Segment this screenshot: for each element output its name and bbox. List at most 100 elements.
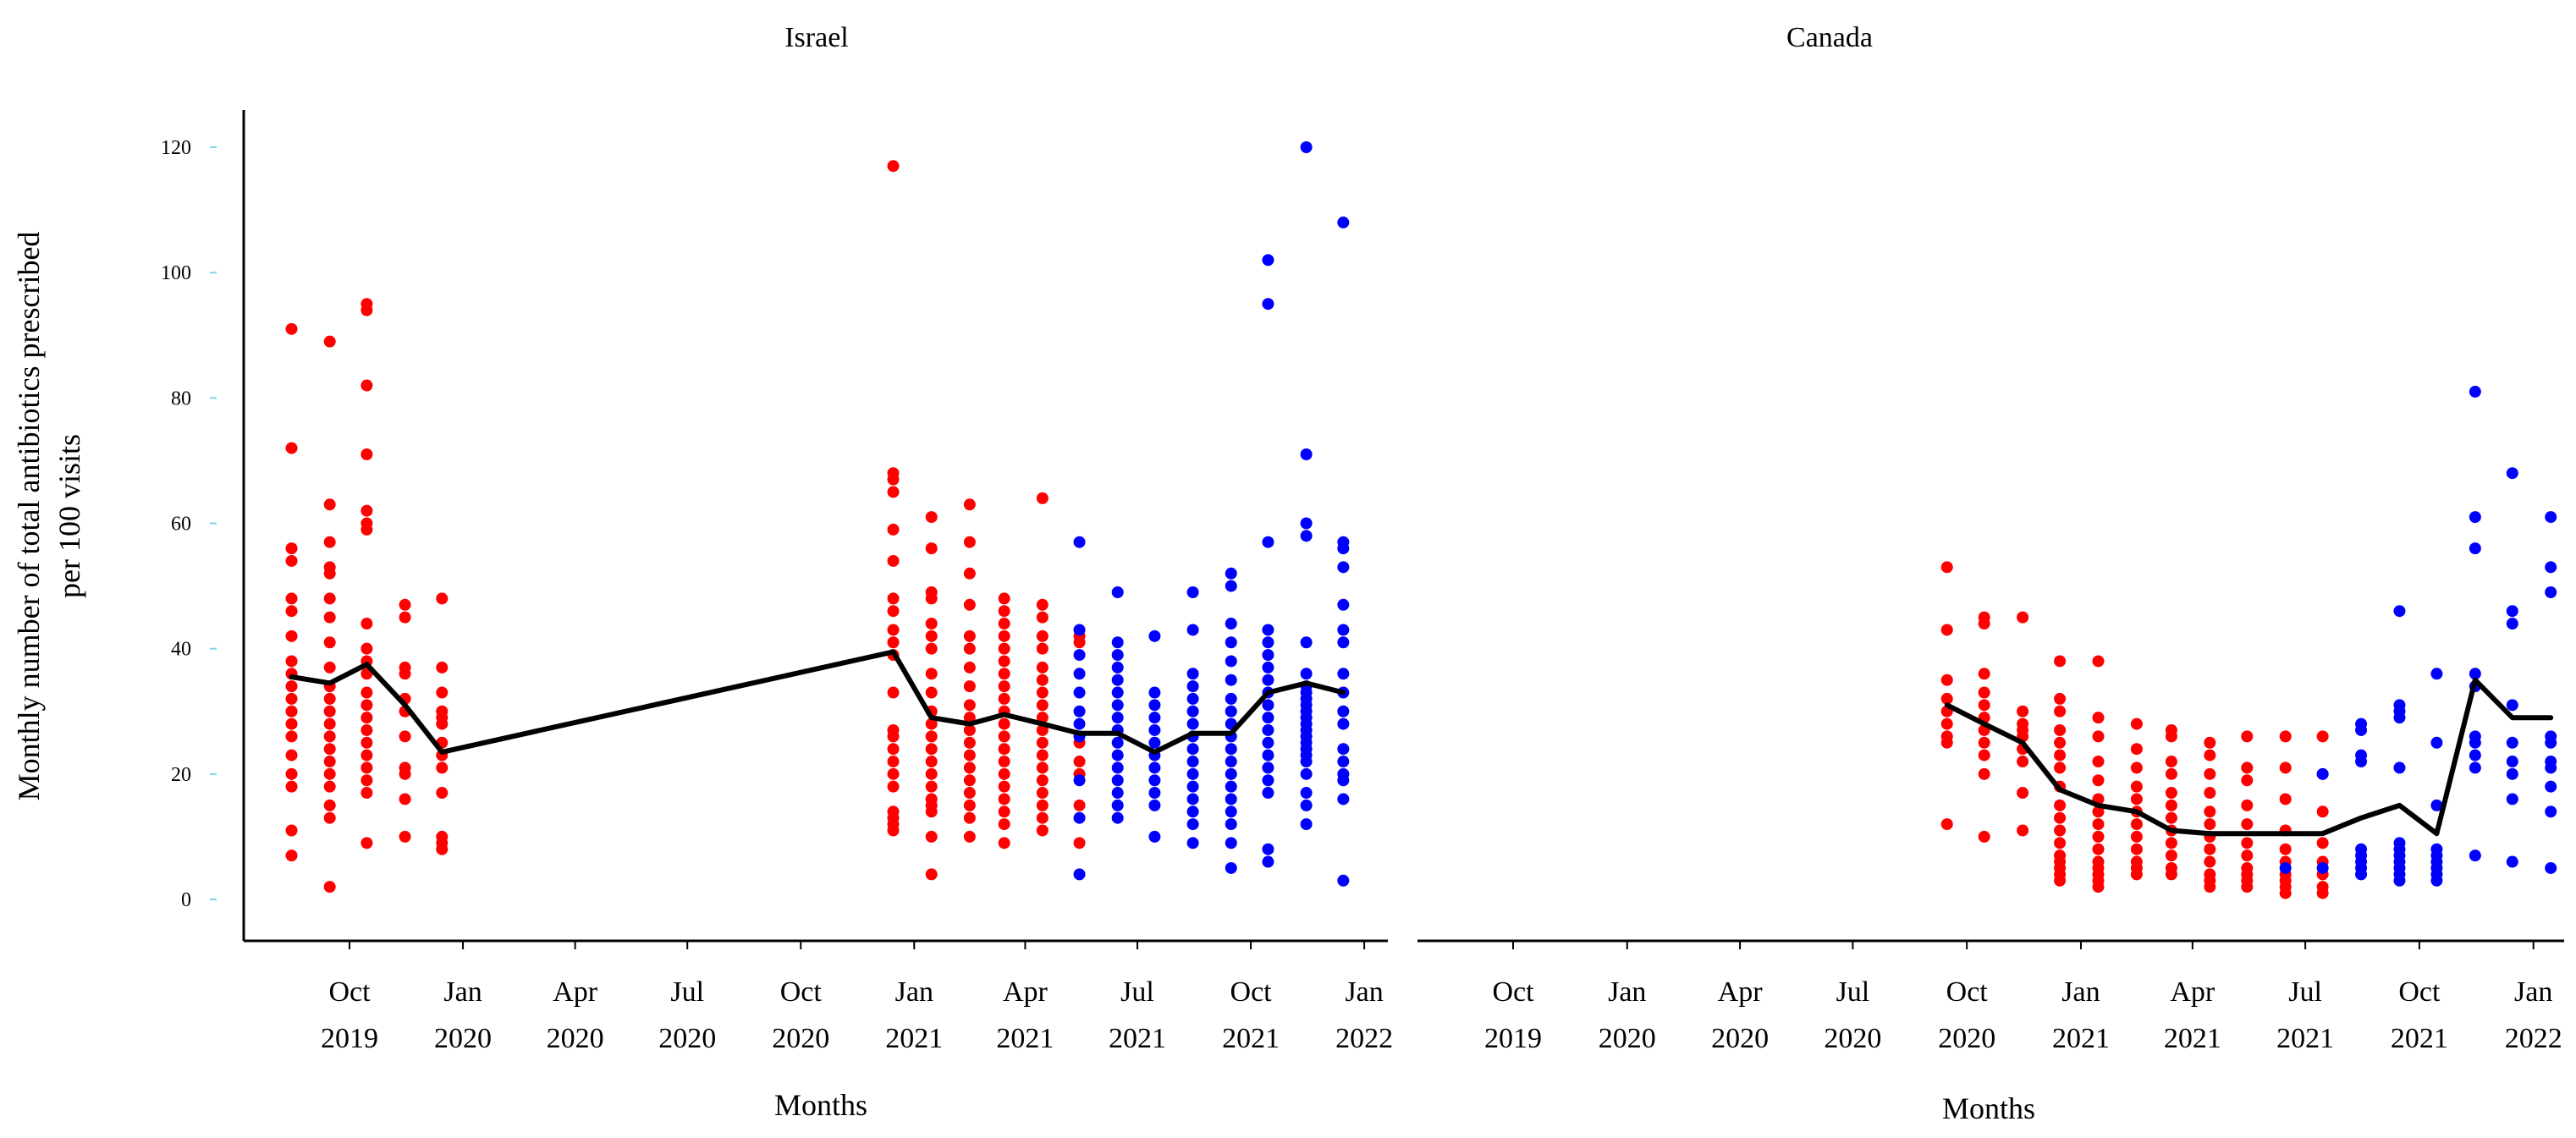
- data-point-blue: [1111, 649, 1124, 662]
- data-point-red: [1073, 756, 1086, 768]
- data-point-red: [361, 774, 373, 787]
- x-tick-label-month: Jul: [670, 976, 704, 1008]
- data-point-red: [1940, 673, 1953, 686]
- data-point-red: [925, 868, 938, 881]
- data-point-red: [285, 605, 298, 618]
- data-point-blue: [1148, 629, 1161, 642]
- data-point-blue: [1300, 636, 1313, 649]
- data-point-red: [323, 767, 336, 780]
- data-point-red: [963, 774, 976, 787]
- data-point-blue: [1186, 780, 1199, 793]
- data-point-red: [361, 749, 373, 761]
- data-point-red: [925, 542, 938, 555]
- data-point-red: [1978, 767, 1990, 780]
- data-point-blue: [1225, 655, 1237, 668]
- data-point-red: [2204, 881, 2216, 893]
- data-point-blue: [1186, 668, 1199, 680]
- data-point-red: [2204, 749, 2216, 761]
- data-point-red: [2054, 811, 2067, 824]
- data-point-red: [2316, 730, 2329, 743]
- data-point-red: [2054, 837, 2067, 849]
- data-point-blue: [1111, 736, 1124, 749]
- data-point-blue: [2469, 542, 2481, 555]
- data-point-red: [2092, 712, 2105, 724]
- data-point-blue: [1225, 567, 1237, 580]
- data-point-red: [2092, 818, 2105, 831]
- data-point-blue: [1337, 624, 1350, 636]
- data-point-red: [323, 611, 336, 624]
- x-tick-label-year: 2020: [434, 1023, 492, 1054]
- data-point-blue: [1225, 861, 1237, 874]
- data-point-red: [963, 736, 976, 749]
- data-point-blue: [1073, 705, 1086, 717]
- data-point-red: [2017, 756, 2029, 768]
- data-point-blue: [1186, 624, 1199, 636]
- data-point-red: [285, 705, 298, 717]
- x-tick-label-month: Apr: [1003, 976, 1049, 1008]
- data-point-red: [925, 805, 938, 818]
- data-point-blue: [2393, 874, 2406, 887]
- data-point-blue: [1148, 723, 1161, 736]
- data-point-red: [436, 661, 449, 673]
- data-point-red: [1036, 811, 1049, 824]
- x-tick-label-year: 2020: [1938, 1023, 1995, 1054]
- data-point-red: [2130, 818, 2143, 831]
- data-point-blue: [1073, 668, 1086, 680]
- data-point-red: [323, 661, 336, 673]
- data-point-red: [1036, 492, 1049, 504]
- data-point-blue: [1111, 712, 1124, 724]
- data-point-blue: [1262, 787, 1274, 800]
- data-point-red: [1036, 673, 1049, 686]
- data-point-blue: [1262, 723, 1274, 736]
- data-point-blue: [2506, 618, 2518, 630]
- data-point-blue: [1111, 774, 1124, 787]
- x-tick-label-year: 2021: [2391, 1023, 2448, 1054]
- data-point-red: [887, 730, 900, 743]
- data-point-red: [887, 767, 900, 780]
- data-point-red: [1978, 668, 1990, 680]
- y-tick-label: 0: [181, 889, 191, 911]
- data-point-blue: [2545, 511, 2557, 524]
- data-point-blue: [1186, 793, 1199, 805]
- data-point-red: [361, 379, 373, 392]
- data-point-blue: [1111, 585, 1124, 598]
- data-point-red: [1978, 736, 1990, 749]
- data-point-red: [399, 793, 411, 805]
- data-point-red: [2165, 868, 2177, 881]
- data-point-blue: [1262, 699, 1274, 712]
- data-point-red: [1036, 611, 1049, 624]
- data-point-red: [2165, 787, 2177, 800]
- data-point-blue: [1225, 705, 1237, 717]
- data-point-blue: [1225, 636, 1237, 649]
- data-point-red: [2204, 818, 2216, 831]
- data-point-red: [925, 592, 938, 605]
- data-point-red: [361, 618, 373, 630]
- data-point-red: [2130, 793, 2143, 805]
- data-point-red: [285, 849, 298, 862]
- data-point-red: [2054, 761, 2067, 774]
- data-point-red: [2204, 843, 2216, 855]
- data-point-red: [1036, 787, 1049, 800]
- data-point-blue: [2316, 861, 2329, 874]
- data-point-red: [1036, 642, 1049, 655]
- data-point-blue: [1186, 585, 1199, 598]
- data-point-blue: [1186, 756, 1199, 768]
- data-point-red: [399, 611, 411, 624]
- data-point-red: [887, 824, 900, 837]
- data-point-red: [1036, 598, 1049, 611]
- data-point-red: [925, 511, 938, 524]
- data-point-red: [998, 805, 1010, 818]
- y-tick-label: 100: [161, 262, 191, 284]
- data-point-red: [436, 686, 449, 699]
- x-tick-label-month: Apr: [1718, 976, 1764, 1008]
- data-point-red: [2092, 756, 2105, 768]
- data-point-red: [2241, 761, 2254, 774]
- data-point-red: [399, 830, 411, 843]
- data-point-red: [998, 680, 1010, 693]
- data-point-red: [2054, 655, 2067, 668]
- data-point-blue: [1148, 686, 1161, 699]
- y-axis-label-line1: Monthly number of total antibiotics pres…: [12, 232, 46, 801]
- data-point-red: [323, 567, 336, 580]
- data-point-red: [925, 668, 938, 680]
- data-point-blue: [2506, 756, 2518, 768]
